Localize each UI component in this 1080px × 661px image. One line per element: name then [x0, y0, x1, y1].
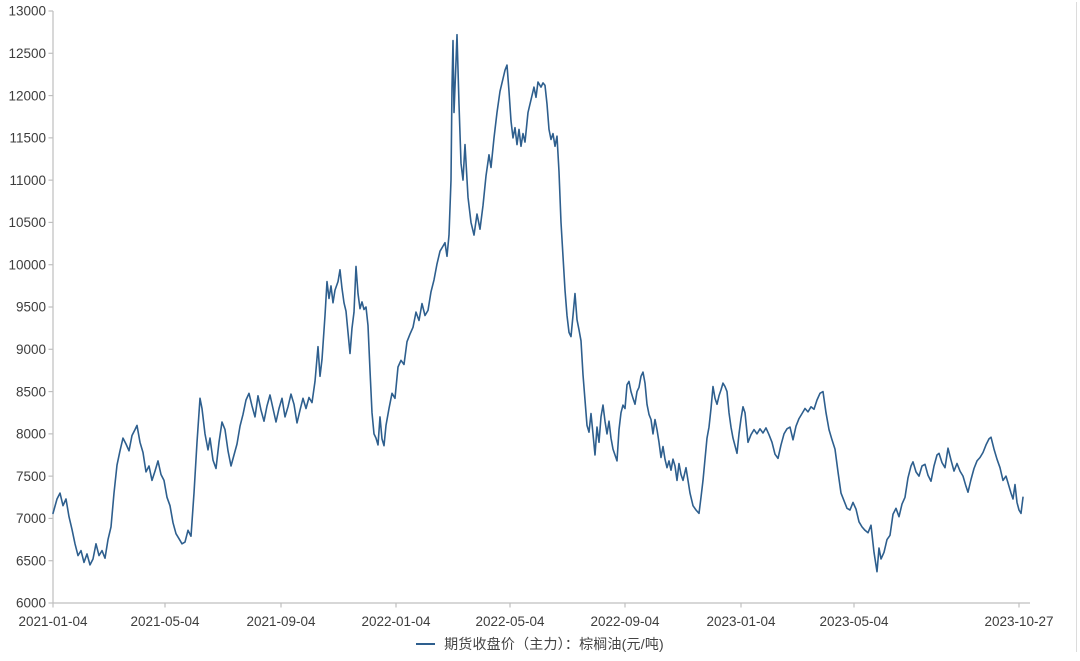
x-tick-label: 2021-09-04	[246, 614, 316, 629]
x-tick-label: 2021-05-04	[130, 614, 200, 629]
x-tick-label: 2022-01-04	[361, 614, 431, 629]
x-tick-label: 2023-05-04	[819, 614, 889, 629]
y-tick-label: 6000	[16, 596, 46, 611]
legend-label: 期货收盘价（主力）：棕榈油(元/吨)	[444, 636, 664, 652]
y-tick-label: 12500	[8, 46, 46, 61]
y-tick-label: 11500	[9, 131, 46, 146]
y-tick-label: 7500	[16, 469, 46, 484]
y-tick-label: 9000	[16, 342, 46, 357]
y-tick-label: 12000	[8, 88, 46, 103]
y-tick-label: 10000	[8, 257, 46, 272]
legend: 期货收盘价（主力）：棕榈油(元/吨)	[0, 634, 1080, 654]
y-tick-label: 7000	[16, 511, 46, 526]
price-series-line	[52, 33, 1024, 573]
y-tick-label: 8000	[16, 427, 46, 442]
x-tick-label: 2021-01-04	[18, 614, 88, 629]
y-tick-label: 11000	[9, 173, 46, 188]
x-tick-label: 2022-05-04	[475, 614, 545, 629]
x-tick-label: 2023-10-27	[984, 614, 1053, 629]
y-tick-label: 13000	[8, 4, 46, 19]
y-tick-label: 8500	[16, 384, 46, 399]
y-tick-label: 6500	[16, 553, 46, 568]
legend-line-swatch	[416, 643, 436, 645]
x-tick-label: 2022-09-04	[590, 614, 660, 629]
x-tick-label: 2023-01-04	[706, 614, 776, 629]
y-tick-label: 10500	[8, 215, 46, 230]
y-tick-label: 9500	[16, 300, 46, 315]
